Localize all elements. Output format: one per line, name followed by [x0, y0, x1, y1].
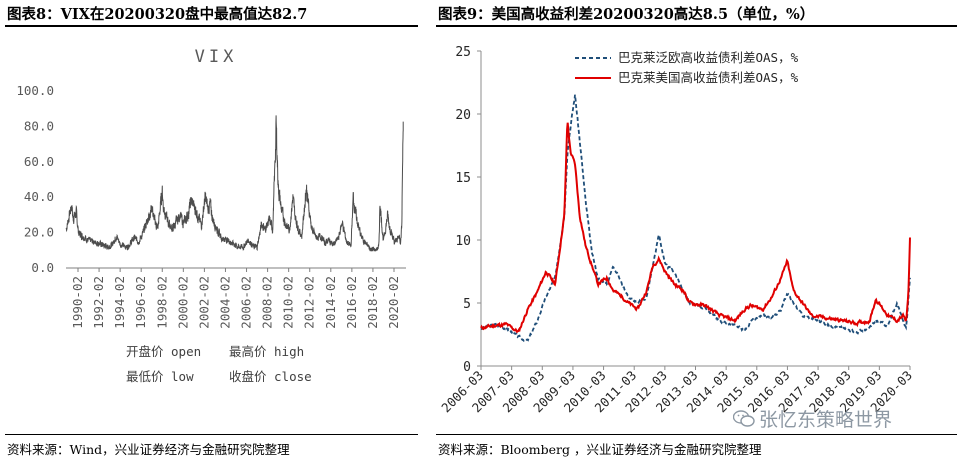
legend-high: 最高价 high [229, 344, 304, 359]
vix-x-tick-label: 2008-02 [260, 276, 275, 329]
vix-y-tick-label: 100.0 [16, 83, 54, 98]
vix-y-tick-label: 60.0 [24, 154, 54, 169]
vix-chart: VIX 0.0 20.0 40.0 60.0 80.0 100.0 1990-02 1992-… [16, 47, 406, 384]
hy-y-tick-label: 15 [455, 171, 471, 186]
vix-x-tick-label: 2004-02 [217, 276, 232, 329]
vix-x-tick-label: 2012-02 [302, 276, 317, 329]
left-source: 资料来源：Wind，兴业证券经济与金融研究院整理 [7, 442, 290, 457]
hy-y-tick-label: 25 [455, 45, 471, 60]
hy-y-tick-label: 0 [463, 360, 471, 375]
left-source-rule [5, 434, 418, 435]
vix-x-tick-label: 2014-02 [323, 276, 338, 329]
vix-x-tick-label: 1990-02 [70, 276, 85, 329]
vix-y-tick-label: 20.0 [24, 225, 54, 240]
hy-y-tick-label: 10 [455, 234, 471, 249]
vix-y-tick-label: 80.0 [24, 118, 54, 133]
vix-x-tick-label: 2000-02 [175, 276, 190, 329]
vix-x-tick-label: 2002-02 [196, 276, 211, 329]
watermark-text: 张忆东策略世界 [759, 409, 893, 431]
vix-x-tick-label: 1992-02 [91, 276, 106, 329]
vix-chart-title: VIX [195, 47, 238, 67]
right-title-rule [436, 25, 957, 27]
vix-x-tick-label: 2020-02 [386, 276, 401, 329]
vix-series-line [65, 115, 404, 252]
left-title-rule [5, 25, 418, 27]
wechat-logo-icon [733, 409, 755, 427]
hy-y-tick-label: 20 [455, 108, 471, 123]
watermark: 张忆东策略世界 [733, 405, 892, 432]
right-source: 资料来源：Bloomberg ，兴业证券经济与金融研究院整理 [438, 442, 762, 457]
vix-x-tick-label: 1998-02 [154, 276, 169, 329]
vix-x-tick-label: 1994-02 [112, 276, 127, 329]
legend-close: 收盘价 close [229, 369, 312, 384]
right-figure-title: 图表9：美国高收益利差20200320高达8.5（单位，%） [438, 6, 815, 23]
vix-x-tick-label: 1996-02 [133, 276, 148, 329]
right-source-rule [436, 434, 957, 435]
vix-x-tick-label: 2018-02 [365, 276, 380, 329]
legend-eu-label: 巴克莱泛欧高收益债利差OAS，% [618, 50, 799, 65]
hy-us-series-line [480, 122, 911, 334]
vix-x-tick-label: 2006-02 [239, 276, 254, 329]
hy-spread-chart: 05101520252006-032007-032008-032009-0320… [438, 45, 915, 415]
hy-y-tick-label: 5 [463, 297, 471, 312]
vix-y-tick-label: 0.0 [31, 260, 54, 275]
legend-open: 开盘价 open [126, 344, 201, 359]
vix-y-tick-label: 40.0 [24, 189, 54, 204]
left-figure-title: 图表8：VIX在20200320盘中最高值达82.7 [7, 6, 308, 23]
legend-low: 最低价 low [126, 369, 194, 384]
legend-us-label: 巴克莱美国高收益债利差OAS，% [618, 70, 799, 85]
vix-x-tick-label: 2016-02 [344, 276, 359, 329]
vix-x-tick-label: 2010-02 [281, 276, 296, 329]
